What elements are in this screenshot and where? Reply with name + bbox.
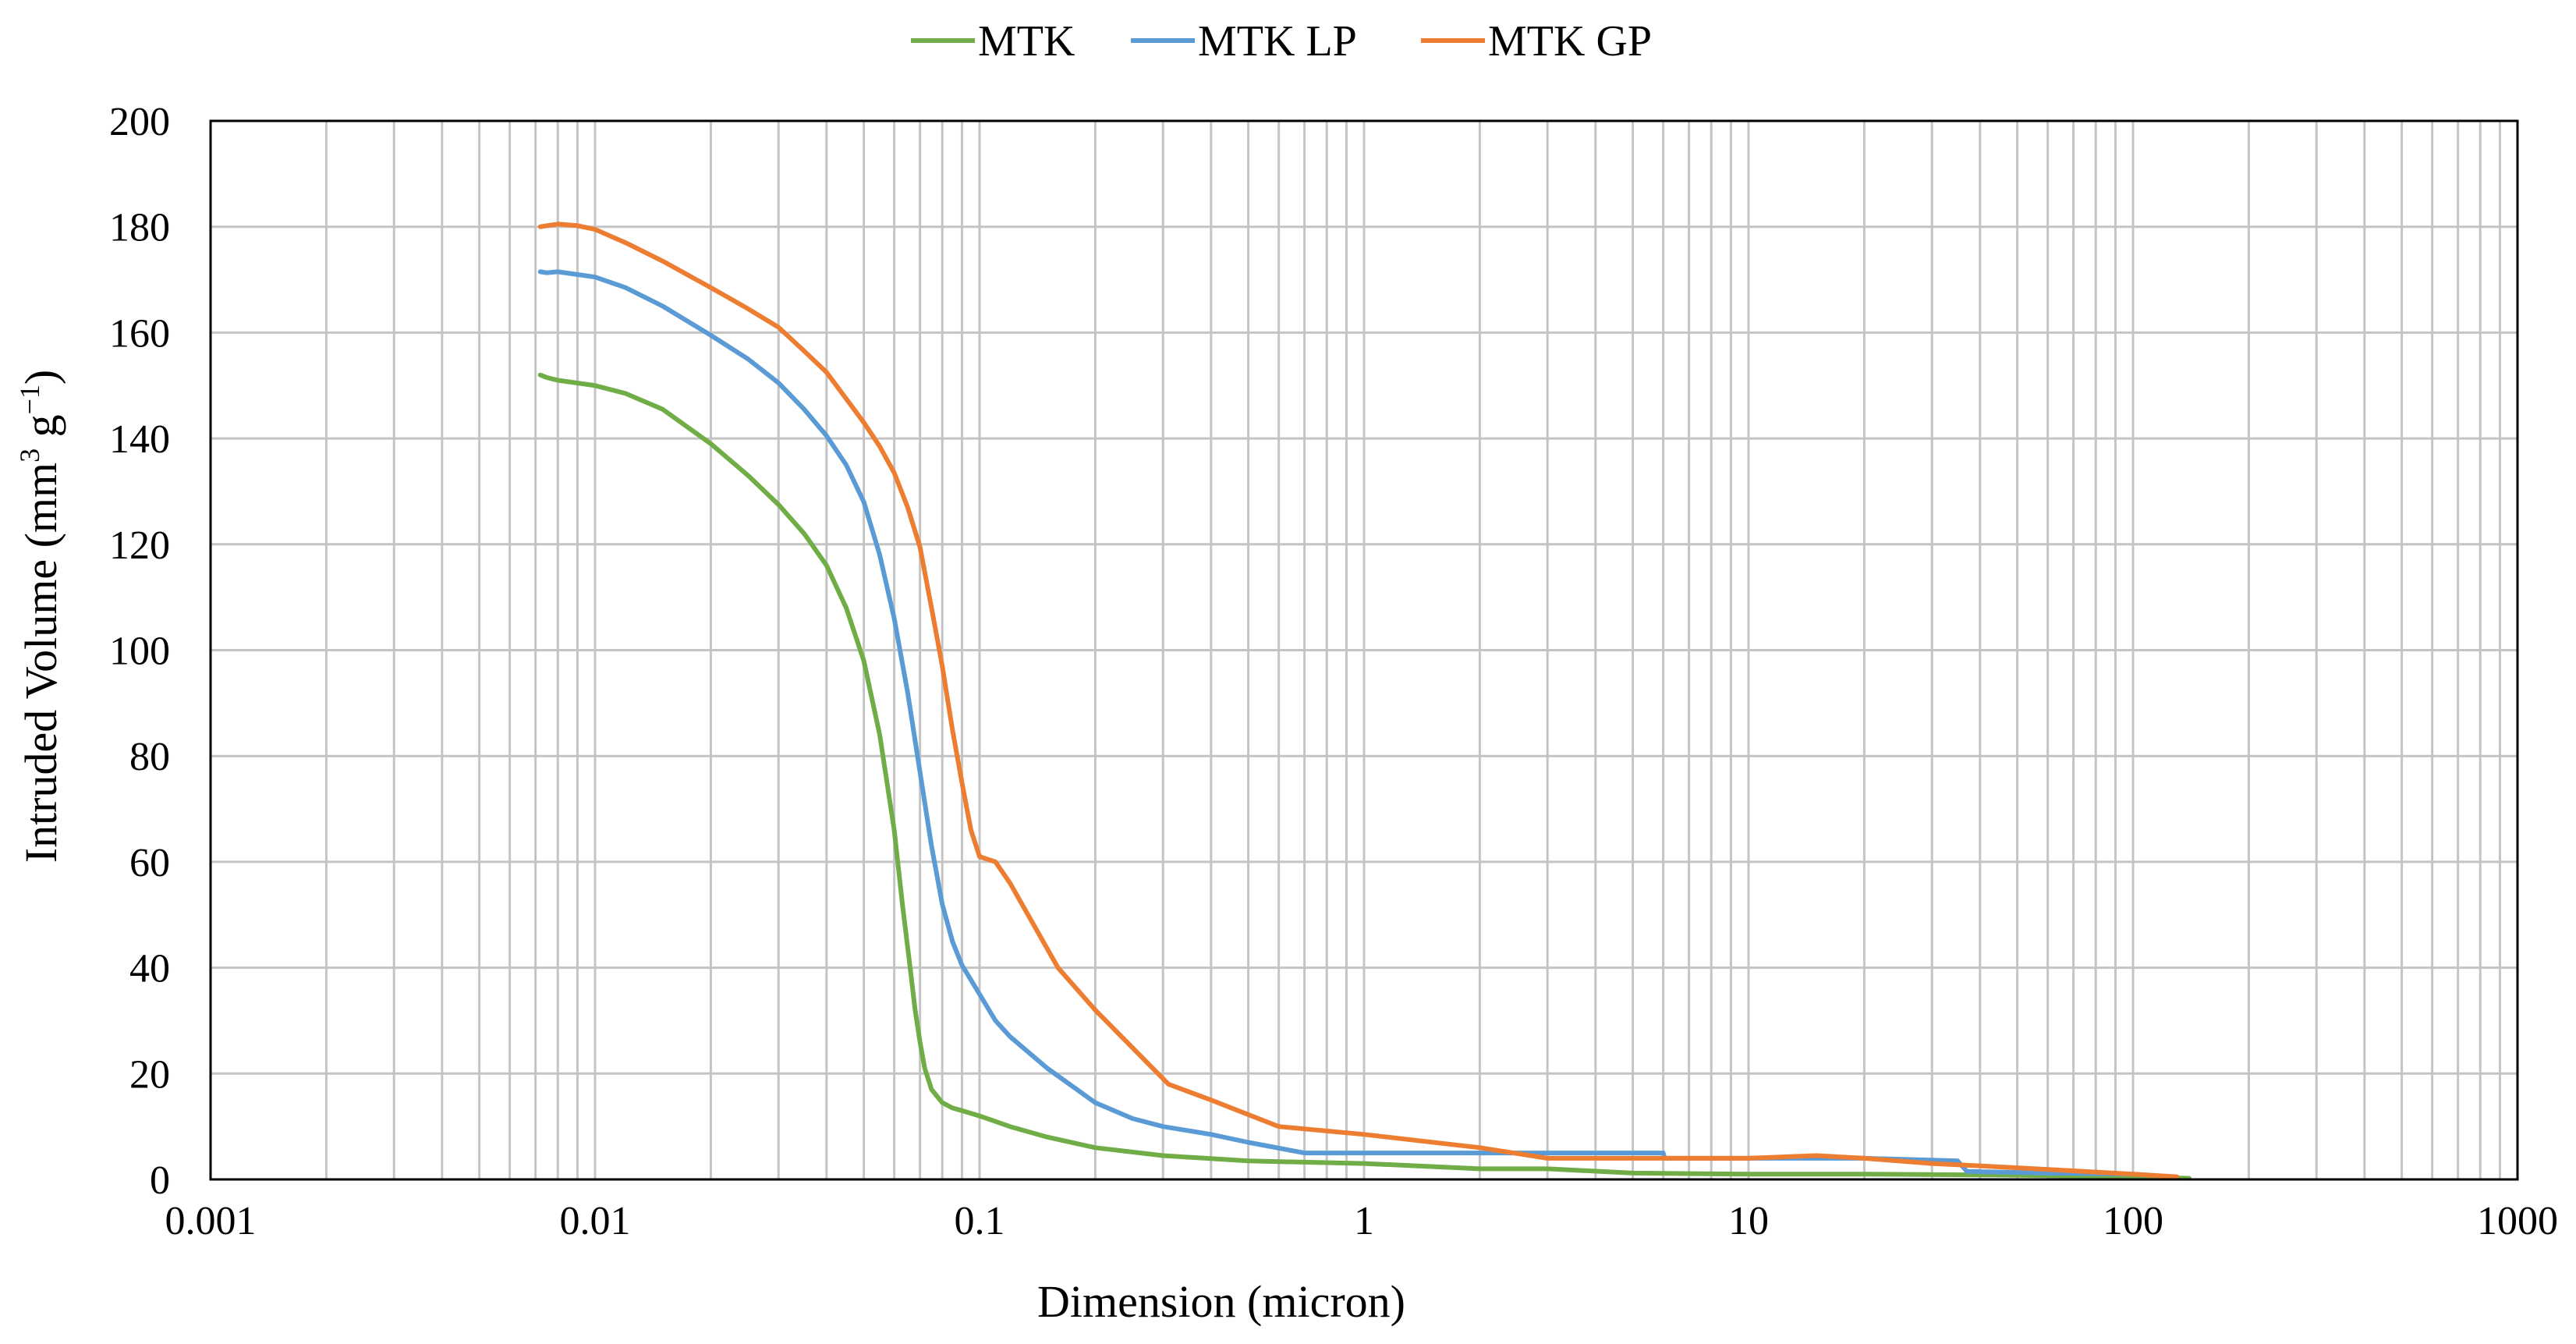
y-tick-label: 60 bbox=[129, 841, 170, 885]
y-tick-label: 100 bbox=[109, 629, 170, 674]
x-tick-label: 0.1 bbox=[955, 1199, 1005, 1243]
x-tick-label: 10 bbox=[1728, 1199, 1769, 1243]
legend-label-mtk-gp: MTK GP bbox=[1488, 17, 1652, 66]
y-axis-title-end: ) bbox=[16, 370, 66, 385]
legend-item-mtk-gp: MTK GP bbox=[1421, 17, 1652, 66]
y-tick-label: 20 bbox=[129, 1052, 170, 1097]
series-layer bbox=[537, 222, 2192, 1181]
x-tick-label: 0.01 bbox=[560, 1199, 631, 1243]
x-tick-label: 0.001 bbox=[165, 1199, 257, 1243]
y-tick-label: 140 bbox=[109, 417, 170, 462]
y-tick-label: 0 bbox=[150, 1158, 170, 1203]
series-line-mtk-gp bbox=[537, 222, 2180, 1179]
x-tick-label: 100 bbox=[2103, 1199, 2163, 1243]
legend: MTK MTK LP MTK GP bbox=[911, 17, 1652, 66]
y-tick-label: 180 bbox=[109, 206, 170, 250]
legend-label-mtk-lp: MTK LP bbox=[1198, 17, 1357, 66]
x-axis-ticks: 0.001 0.01 0.1 1 10 100 1000 bbox=[165, 1199, 2559, 1243]
y-tick-label: 80 bbox=[129, 735, 170, 779]
y-tick-label: 200 bbox=[109, 100, 170, 144]
y-tick-label: 160 bbox=[109, 311, 170, 356]
y-axis-title: Intruded Volume (mm3 g−1) bbox=[14, 370, 66, 863]
y-axis-ticks: 0 20 40 60 80 100 120 140 160 180 200 bbox=[109, 100, 170, 1203]
legend-item-mtk: MTK bbox=[911, 17, 1075, 66]
series-line-mtk bbox=[537, 372, 2192, 1181]
y-axis-title-sup2: −1 bbox=[14, 385, 45, 414]
legend-item-mtk-lp: MTK LP bbox=[1131, 17, 1357, 66]
y-axis-title-main: Intruded Volume (mm bbox=[16, 463, 66, 863]
plot-area-frame bbox=[209, 119, 2519, 1181]
x-tick-label: 1000 bbox=[2477, 1199, 2558, 1243]
y-tick-label: 40 bbox=[129, 947, 170, 991]
x-axis-title: Dimension (micron) bbox=[1037, 1276, 1405, 1327]
y-axis-title-sup1: 3 bbox=[14, 449, 45, 463]
y-axis-title-mid: g bbox=[16, 414, 66, 449]
legend-label-mtk: MTK bbox=[978, 17, 1075, 66]
x-tick-label: 1 bbox=[1354, 1199, 1374, 1243]
y-tick-label: 120 bbox=[109, 523, 170, 568]
